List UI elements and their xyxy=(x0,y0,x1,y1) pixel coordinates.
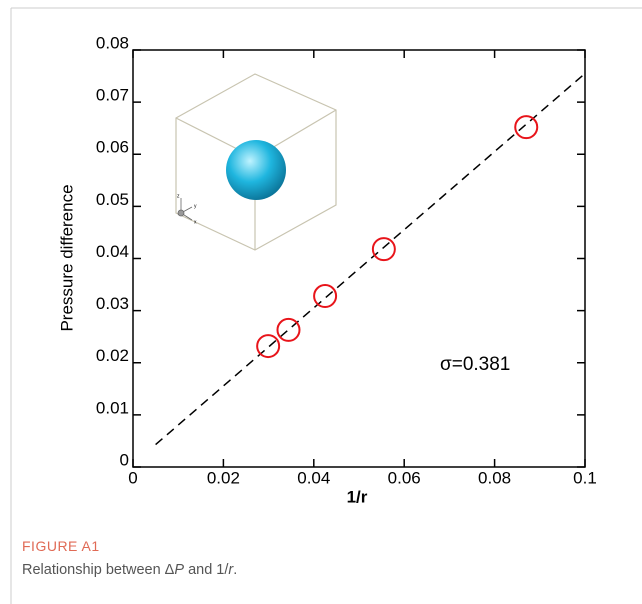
point xyxy=(256,334,281,359)
point xyxy=(371,237,396,262)
inset-axis-label: x xyxy=(194,219,197,225)
plot-frame xyxy=(132,49,586,468)
annotation: σ=0.381 xyxy=(440,354,510,375)
point xyxy=(276,317,301,342)
point xyxy=(514,115,539,140)
y-tick-label: 0 xyxy=(120,450,129,469)
caption-text: . xyxy=(233,562,238,578)
x-tick-label: 0.04 xyxy=(297,468,330,487)
x-axis-label: 1/r xyxy=(347,487,368,506)
y-tick-label: 0.01 xyxy=(96,398,129,417)
inset-axis-label: y xyxy=(194,203,197,209)
y-tick-label: 0.07 xyxy=(96,86,129,105)
y-tick-label: 0.08 xyxy=(96,33,129,52)
y-tick-label: 0.03 xyxy=(96,294,129,313)
fit-line xyxy=(155,72,586,446)
x-tick-label: 0 xyxy=(128,468,137,487)
caption: Relationship between ΔP and 1/r. xyxy=(22,562,237,578)
caption-text: Relationship between Δ xyxy=(22,562,175,578)
inset-axis-label: z xyxy=(177,193,180,199)
inset-triad xyxy=(177,198,193,221)
x-tick-label: 0.06 xyxy=(388,468,421,487)
x-tick-label: 0.08 xyxy=(478,468,511,487)
y-tick-label: 0.02 xyxy=(96,346,129,365)
caption-label: FIGURE A1 xyxy=(22,538,100,554)
caption-text: r xyxy=(228,562,234,578)
x-tick-label: 0.1 xyxy=(573,468,597,487)
caption-text: and 1/ xyxy=(184,562,229,578)
y-axis-label: Pressure difference xyxy=(57,184,76,331)
point xyxy=(313,284,338,309)
x-tick-label: 0.02 xyxy=(207,468,240,487)
y-tick-label: 0.04 xyxy=(96,242,129,261)
caption-text: P xyxy=(174,562,185,578)
y-tick-label: 0.06 xyxy=(96,138,129,157)
y-tick-label: 0.05 xyxy=(96,190,129,209)
inset-sphere xyxy=(226,140,286,200)
